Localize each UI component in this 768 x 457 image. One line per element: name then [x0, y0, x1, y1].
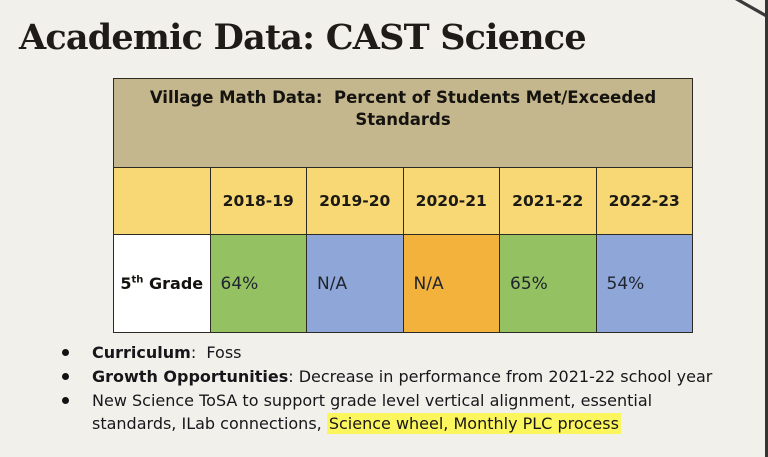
- list-item-science-tosa: New Science ToSA to support grade level …: [60, 389, 766, 435]
- year-header-row: 2018-19 2019-20 2020-21 2021-22 2022-23: [113, 167, 693, 235]
- column-header-2022-23: 2022-23: [595, 167, 693, 235]
- data-table: Village Math Data: Percent of Students M…: [113, 78, 693, 333]
- grade-ordinal-suffix: th: [131, 274, 144, 286]
- bullet-list: Curriculum: Foss Growth Opportunities: D…: [60, 341, 766, 436]
- slide-right-edge: [765, 0, 768, 457]
- value-cell-2020-21: N/A: [402, 234, 500, 333]
- bullet-dot: [62, 373, 69, 380]
- row-label-5th-grade: 5th Grade: [113, 234, 211, 333]
- table-title-row: Village Math Data: Percent of Students M…: [113, 78, 693, 168]
- bullet-text-line1: New Science ToSA to support grade level …: [92, 391, 653, 410]
- table-title-line2: Standards: [355, 109, 451, 129]
- highlighted-text: Science wheel, Monthly PLC process: [326, 413, 621, 434]
- table-title-line1: Village Math Data: Percent of Students M…: [149, 88, 657, 107]
- value-cell-2018-19: 64%: [209, 234, 307, 333]
- column-header-2019-20: 2019-20: [306, 167, 404, 235]
- year-header-empty-cell: [113, 167, 211, 235]
- grade-number: 5: [120, 274, 132, 293]
- list-item-curriculum: Curriculum: Foss: [60, 341, 766, 364]
- bullet-text: : Foss: [190, 343, 242, 362]
- bullet-text: : Decrease in performance from 2021-22 s…: [288, 367, 713, 386]
- value-cell-2019-20: N/A: [306, 234, 404, 333]
- table-row: 5th Grade 64% N/A N/A 65% 54%: [113, 234, 693, 333]
- bullet-bold-label: Growth Opportunities: [92, 367, 289, 386]
- column-header-2018-19: 2018-19: [209, 167, 307, 235]
- value-cell-2022-23: 54%: [595, 234, 693, 333]
- page-title: Academic Data: CAST Science: [19, 17, 587, 58]
- list-item-growth-opportunities: Growth Opportunities: Decrease in perfor…: [60, 365, 766, 388]
- column-header-2020-21: 2020-21: [402, 167, 500, 235]
- bullet-dot: [62, 349, 69, 356]
- table-title-cell: Village Math Data: Percent of Students M…: [113, 78, 693, 168]
- bullet-dot: [62, 397, 69, 404]
- corner-diagonal-line-decoration: [735, 0, 768, 19]
- bullet-text-line2: standards, ILab connections,: [92, 414, 327, 433]
- grade-word: Grade: [143, 274, 204, 293]
- value-cell-2021-22: 65%: [499, 234, 597, 333]
- column-header-2021-22: 2021-22: [499, 167, 597, 235]
- bullet-bold-label: Curriculum: [92, 343, 191, 362]
